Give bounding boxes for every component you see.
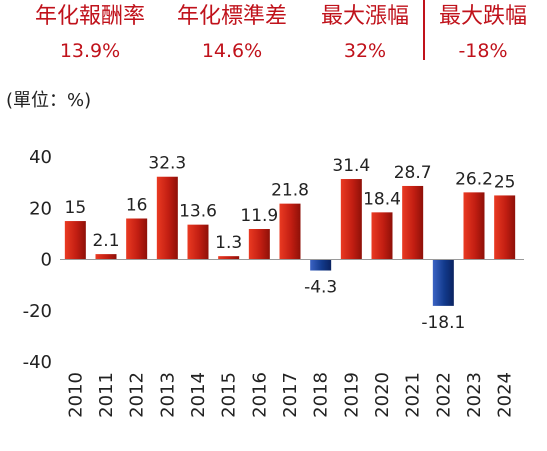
x-tick-label-2018: 2018	[311, 372, 332, 418]
bar-2023	[463, 192, 485, 260]
data-label-2024: 25	[494, 172, 516, 192]
bar-2017	[279, 203, 301, 260]
y-tick-label: -40	[23, 352, 52, 373]
y-tick-label: -20	[23, 301, 52, 322]
stat-max-loss-label: 最大跌幅	[438, 4, 527, 29]
y-tick-label: 0	[41, 250, 52, 271]
data-label-2013: 32.3	[148, 154, 186, 174]
stat-annual-return-label: 年化報酬率	[34, 4, 145, 29]
data-label-2012: 16	[126, 196, 148, 216]
x-tick-label-2024: 2024	[495, 372, 516, 418]
data-label-2014: 13.6	[179, 202, 217, 222]
bar-2010	[64, 221, 86, 260]
bar-2011	[95, 254, 117, 260]
stat-max-gain: 最大漲幅 32%	[308, 4, 422, 63]
data-label-2023: 26.2	[455, 169, 493, 189]
x-tick-label-2019: 2019	[341, 372, 362, 418]
x-tick-label-2017: 2017	[280, 372, 301, 418]
bar-2018	[310, 259, 332, 271]
unit-label: (單位：%)	[6, 90, 92, 111]
stat-max-loss: 最大跌幅 -18%	[426, 4, 540, 63]
y-tick-label: 20	[29, 198, 52, 219]
stat-annual-stddev: 年化標準差 14.6%	[162, 4, 302, 63]
stat-annual-return: 年化報酬率 13.9%	[20, 4, 160, 63]
bar-2019	[340, 179, 362, 260]
bar-2014	[187, 224, 209, 260]
bar-2024	[494, 195, 516, 260]
x-tick-label-2015: 2015	[219, 372, 240, 418]
data-label-2011: 2.1	[92, 231, 119, 251]
bar-2020	[371, 212, 393, 260]
bar-2022	[432, 259, 454, 306]
x-tick-label-2020: 2020	[372, 372, 393, 418]
data-label-2018: -4.3	[304, 278, 337, 298]
x-tick-label-2014: 2014	[188, 372, 209, 418]
x-tick-label-2023: 2023	[464, 372, 485, 418]
data-label-2022: -18.1	[421, 313, 465, 333]
stat-max-gain-label: 最大漲幅	[320, 4, 409, 29]
stat-max-gain-value: 32%	[343, 40, 387, 62]
stats-divider	[423, 0, 425, 60]
x-tick-label-2021: 2021	[403, 372, 424, 418]
data-label-2021: 28.7	[394, 163, 432, 183]
x-tick-label-2010: 2010	[65, 372, 86, 418]
x-tick-label-2022: 2022	[433, 372, 454, 418]
y-tick-label: 40	[29, 147, 52, 168]
x-tick-label-2012: 2012	[127, 372, 148, 418]
bar-2016	[248, 229, 270, 260]
stat-annual-return-value: 13.9%	[59, 40, 121, 62]
data-label-2020: 18.4	[363, 189, 401, 209]
data-label-2015: 1.3	[215, 233, 242, 253]
x-tick-label-2013: 2013	[157, 372, 178, 418]
data-label-2019: 31.4	[332, 156, 370, 176]
bar-2013	[156, 176, 178, 260]
x-tick-label-2011: 2011	[96, 372, 117, 418]
data-label-2010: 15	[65, 198, 87, 218]
bar-2021	[402, 185, 424, 260]
stat-max-loss-value: -18%	[458, 40, 508, 62]
bar-2012	[126, 218, 148, 260]
x-tick-label-2016: 2016	[249, 372, 270, 418]
stat-annual-stddev-label: 年化標準差	[176, 4, 287, 29]
data-label-2016: 11.9	[240, 206, 278, 226]
data-label-2017: 21.8	[271, 181, 309, 201]
stat-annual-stddev-value: 14.6%	[201, 40, 263, 62]
bar-2015	[218, 256, 240, 260]
